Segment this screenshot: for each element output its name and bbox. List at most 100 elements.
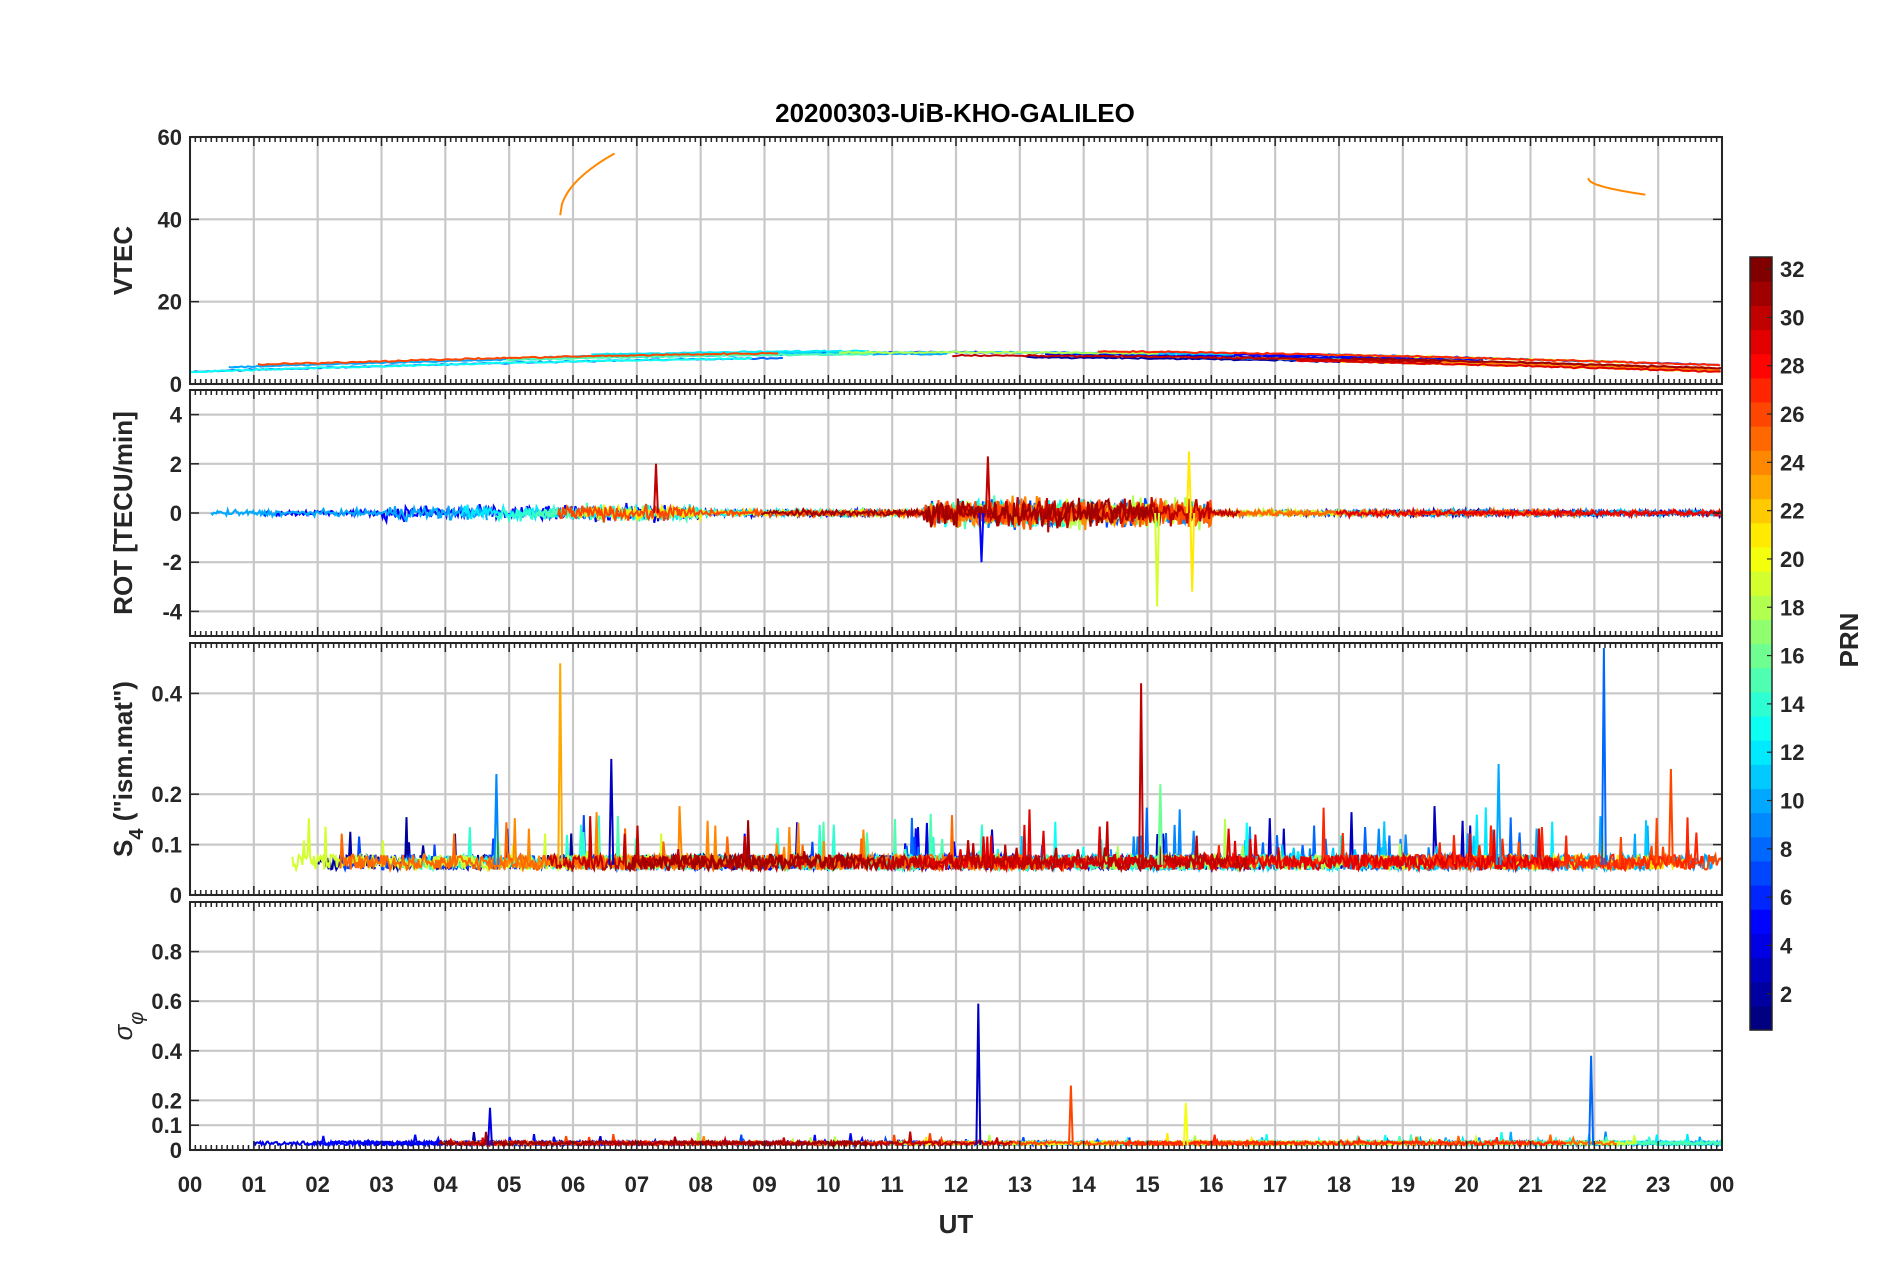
y-tick-label: 4 [170, 403, 183, 428]
prn-series [190, 357, 753, 374]
prn-series [257, 351, 779, 366]
y-tick-label: -2 [162, 550, 182, 575]
colorbar-swatch [1750, 885, 1772, 910]
colorbar-swatch [1750, 522, 1772, 548]
colorbar-swatch [1750, 667, 1772, 693]
y-tick-label: 0.1 [151, 1113, 182, 1138]
peak-mark [975, 1003, 982, 1146]
colorbar-tick-label: 26 [1780, 402, 1804, 427]
colorbar-swatch [1750, 257, 1772, 282]
y-tick-label: 0.1 [151, 833, 182, 858]
peak-mark [608, 758, 615, 865]
x-tick-label: 16 [1199, 1172, 1223, 1197]
colorbar-tick-label: 2 [1780, 982, 1792, 1007]
y-tick-label: 60 [158, 125, 182, 150]
colorbar-swatch [1750, 571, 1772, 596]
y-tick-label: 0 [170, 883, 182, 908]
peak-mark [1157, 784, 1164, 865]
x-tick-labels: 00 01 02 03 04 05 06 07 08 09 10 11 12 13 14 15 16 17 18 19… [178, 1172, 1734, 1197]
prn-series [1351, 357, 1722, 370]
prn-series [627, 820, 887, 874]
vtec-feature-series [1587, 177, 1646, 196]
prn-series [838, 350, 1159, 356]
prn-series [912, 809, 1559, 874]
colorbar-swatch [1750, 764, 1772, 790]
y-tick-label: 0.2 [151, 1088, 182, 1113]
colorbar-swatch [1750, 450, 1772, 476]
peak-mark [1495, 763, 1502, 865]
colorbar-swatch [1750, 788, 1772, 814]
colorbar-frame [1749, 256, 1773, 1031]
peak-mark [985, 456, 991, 514]
x-tick-label: 00 [178, 1172, 202, 1197]
prn-series [547, 816, 1248, 874]
peak-mark [1138, 683, 1144, 865]
colorbar-swatch [1750, 836, 1772, 862]
y-tick-label: 0 [170, 1138, 182, 1163]
vtec-panel: 0 20 40 60 VTEC [108, 125, 1724, 397]
x-tick-label: 19 [1391, 1172, 1415, 1197]
colorbar-tick-label: 28 [1780, 354, 1804, 379]
colorbar-tick-label: 30 [1780, 305, 1804, 330]
y-axis-label: σφ [108, 1012, 148, 1041]
colorbar-swatch [1750, 353, 1772, 379]
peak-mark [653, 463, 659, 514]
x-tick-label: 09 [752, 1172, 776, 1197]
sigma-phi-panel: 00.10.2 0.4 0.6 0.8 σφ [108, 901, 1724, 1163]
x-tick-label: 15 [1135, 1172, 1159, 1197]
x-tick-label: 05 [497, 1172, 521, 1197]
colorbar-tick-label: 16 [1780, 644, 1804, 669]
colorbar-swatch [1750, 1005, 1772, 1031]
y-tick-label: -4 [162, 599, 182, 624]
peak-mark [1588, 1055, 1595, 1146]
colorbar-tick-label: 12 [1780, 740, 1804, 765]
colorbar-swatch [1750, 933, 1772, 959]
colorbar-swatch [1750, 401, 1772, 427]
vtec-feature-series [559, 152, 615, 216]
s4-panel: 0 0.1 0.2 0.4S4 ("ism.mat") [108, 642, 1724, 908]
colorbar-swatch [1750, 957, 1772, 983]
colorbar-swatch [1750, 715, 1772, 741]
x-tick-label: 11 [881, 1172, 904, 1197]
x-tick-label: 07 [625, 1172, 649, 1197]
x-tick-label: 08 [688, 1172, 712, 1197]
colorbar-label: PRN [1834, 613, 1864, 668]
prn-series [598, 813, 1198, 873]
colorbar-tick-label: 10 [1780, 789, 1804, 814]
colorbar-swatch [1750, 860, 1772, 886]
series-group [253, 1003, 1722, 1149]
colorbar-tick-label: 32 [1780, 257, 1804, 282]
colorbar-swatch [1750, 305, 1772, 331]
peak-mark [1186, 451, 1192, 514]
x-tick-label: 13 [1008, 1172, 1032, 1197]
peak-mark [493, 773, 500, 865]
x-tick-label: 10 [816, 1172, 840, 1197]
prn-series [210, 503, 488, 523]
x-tick-label: 02 [305, 1172, 329, 1197]
y-axis-label: S4 ("ism.mat") [108, 681, 148, 857]
prn-series [1122, 1134, 1567, 1148]
peak-mark [1189, 512, 1196, 592]
series-group [291, 647, 1722, 874]
peak-mark [1182, 1102, 1189, 1146]
series-group [210, 451, 1722, 607]
colorbar-swatch [1750, 595, 1772, 620]
prn-series [1126, 1134, 1617, 1148]
peak-mark [557, 663, 564, 865]
colorbar-tick-label: 4 [1780, 933, 1793, 958]
colorbar-swatch [1750, 981, 1772, 1007]
x-tick-label: 12 [944, 1172, 968, 1197]
colorbar-tick-label: 8 [1780, 837, 1792, 862]
y-axis-label: VTEC [108, 226, 138, 296]
x-tick-label: 22 [1582, 1172, 1606, 1197]
colorbar-swatch [1750, 546, 1772, 572]
colorbar-swatch [1750, 909, 1772, 934]
y-tick-label: 2 [170, 452, 182, 477]
colorbar-tick-label: 24 [1780, 450, 1805, 475]
rot-panel: -4 -2 0 2 4 ROT [TECU/min] [108, 389, 1724, 637]
prn-series [1296, 359, 1721, 373]
colorbar-swatch [1750, 498, 1772, 524]
peak-mark [1154, 512, 1160, 607]
colorbar-tick-label: 14 [1780, 692, 1805, 717]
